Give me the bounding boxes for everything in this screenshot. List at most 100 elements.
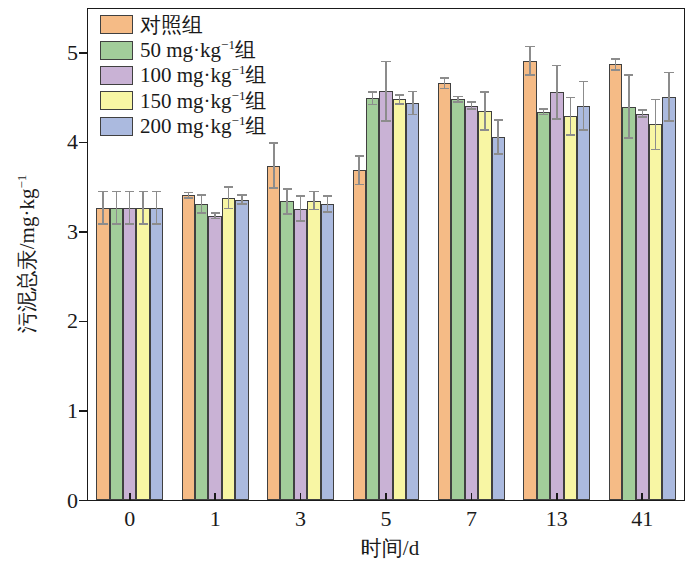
- legend-label: 对照组: [140, 13, 203, 37]
- error-bar-cap: [283, 213, 292, 215]
- error-bar-line: [372, 92, 374, 105]
- error-bar-cap: [453, 96, 462, 98]
- bar: [195, 204, 208, 500]
- error-bar-line: [300, 196, 302, 221]
- error-bar-line: [668, 72, 670, 120]
- error-bar-cap: [566, 97, 575, 99]
- y-axis-tick: [79, 142, 87, 144]
- error-bar-cap: [323, 211, 332, 213]
- bar: [150, 208, 163, 501]
- x-axis-tick: [129, 493, 131, 501]
- error-bar-cap: [480, 129, 489, 131]
- error-bar-line: [228, 187, 230, 208]
- bar: [636, 114, 649, 501]
- error-bar-line: [358, 156, 360, 185]
- legend-swatch: [100, 41, 133, 60]
- error-bar-cap: [611, 58, 620, 60]
- error-bar-cap: [237, 203, 246, 205]
- chart-legend: 对照组50 mg·kg−1组100 mg·kg−1组150 mg·kg−1组20…: [100, 12, 266, 139]
- y-tick-label: 4: [36, 129, 78, 155]
- x-axis-tick: [556, 493, 558, 501]
- error-bar-cap: [152, 223, 161, 225]
- bar: [577, 106, 590, 501]
- error-bar-cap: [125, 223, 134, 225]
- error-bar-cap: [211, 218, 220, 220]
- error-bar-cap: [453, 101, 462, 103]
- error-bar-cap: [579, 129, 588, 131]
- bar: [136, 208, 149, 501]
- bar: [353, 170, 366, 500]
- error-bar-cap: [309, 209, 318, 211]
- legend-row: 200 mg·kg−1组: [100, 114, 266, 139]
- error-bar-cap: [566, 134, 575, 136]
- error-bar-cap: [381, 120, 390, 122]
- error-bar-line: [655, 99, 657, 149]
- error-bar-cap: [224, 186, 233, 188]
- error-bar-cap: [467, 101, 476, 103]
- bar: [307, 201, 320, 501]
- bar: [123, 208, 136, 501]
- error-bar-cap: [139, 223, 148, 225]
- error-bar-cap: [125, 191, 134, 193]
- error-bar-cap: [624, 137, 633, 139]
- bar: [537, 112, 550, 501]
- error-bar-cap: [211, 212, 220, 214]
- bar: [649, 124, 662, 500]
- error-bar-line: [583, 81, 585, 129]
- error-bar-cap: [237, 194, 246, 196]
- bar: [222, 198, 235, 501]
- error-bar-line: [556, 65, 558, 119]
- error-bar-cap: [368, 91, 377, 93]
- error-bar-cap: [440, 77, 449, 79]
- error-bar-line: [142, 192, 144, 224]
- error-bar-line: [156, 192, 158, 224]
- bar: [438, 83, 451, 500]
- error-bar-line: [129, 192, 131, 224]
- error-bar-cap: [112, 223, 121, 225]
- error-bar-cap: [98, 223, 107, 225]
- y-axis-tick: [79, 231, 87, 233]
- bar: [267, 166, 280, 501]
- error-bar-cap: [664, 120, 673, 122]
- legend-row: 50 mg·kg−1组: [100, 37, 266, 62]
- x-axis-tick: [300, 493, 302, 501]
- x-tick-label: 0: [98, 506, 162, 532]
- error-bar-cap: [309, 191, 318, 193]
- error-bar-cap: [152, 191, 161, 193]
- error-bar-cap: [539, 114, 548, 116]
- bar: [321, 204, 334, 500]
- error-bar-cap: [638, 116, 647, 118]
- error-bar-line: [529, 47, 531, 76]
- error-bar-line: [313, 192, 315, 210]
- error-bar-line: [412, 91, 414, 114]
- error-bar-cap: [552, 118, 561, 120]
- error-bar-cap: [395, 103, 404, 105]
- legend-label: 200 mg·kg−1组: [140, 114, 266, 138]
- y-axis-tick: [79, 321, 87, 323]
- legend-label: 150 mg·kg−1组: [140, 89, 266, 113]
- bar: [492, 137, 505, 501]
- error-bar-line: [286, 189, 288, 214]
- y-tick-label: 2: [36, 308, 78, 334]
- error-bar-cap: [184, 197, 193, 199]
- error-bar-cap: [296, 195, 305, 197]
- error-bar-line: [570, 98, 572, 136]
- error-bar-cap: [539, 108, 548, 110]
- error-bar-cap: [525, 74, 534, 76]
- x-tick-label: 13: [525, 506, 589, 532]
- error-bar-cap: [638, 109, 647, 111]
- y-axis-tick: [79, 52, 87, 54]
- x-tick-label: 5: [354, 506, 418, 532]
- error-bar-cap: [408, 114, 417, 116]
- error-bar-cap: [296, 220, 305, 222]
- error-bar-cap: [197, 194, 206, 196]
- error-bar-cap: [98, 191, 107, 193]
- error-bar-cap: [224, 208, 233, 210]
- error-bar-cap: [139, 191, 148, 193]
- y-tick-label: 1: [36, 398, 78, 424]
- bar: [182, 195, 195, 500]
- bar: [451, 99, 464, 500]
- error-bar-cap: [467, 108, 476, 110]
- bar: [478, 111, 491, 501]
- error-bar-cap: [112, 191, 121, 193]
